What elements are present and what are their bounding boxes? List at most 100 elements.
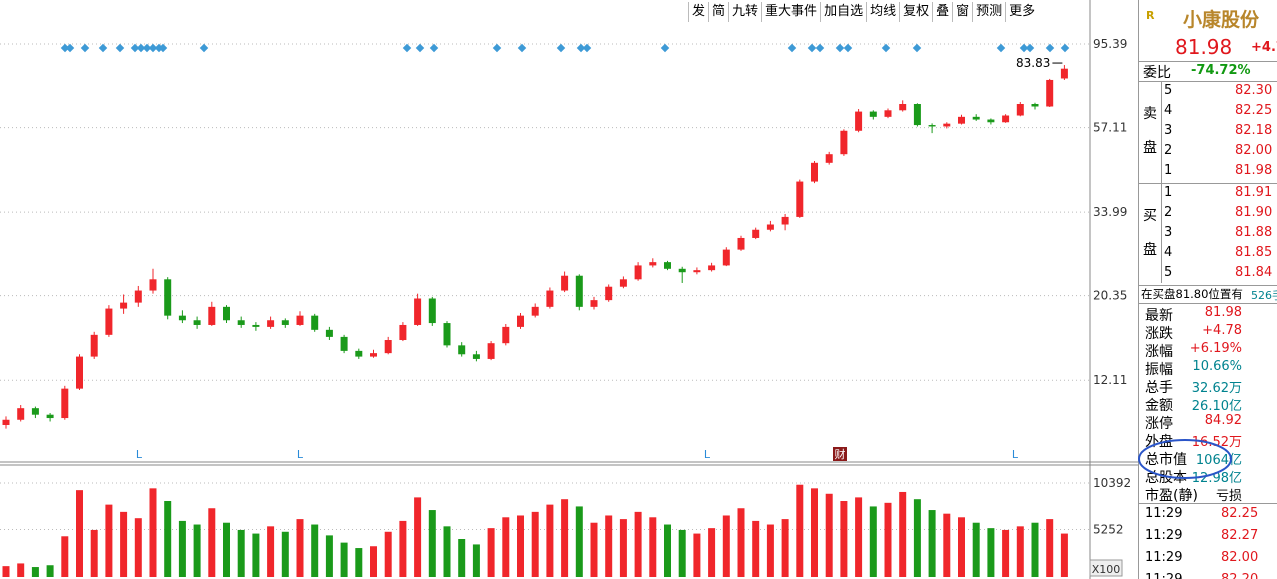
stat-value: 10.66% xyxy=(1192,359,1242,374)
stat-value: 12.98亿 xyxy=(1191,471,1242,486)
volume-bar xyxy=(972,522,980,577)
candle-body xyxy=(575,275,583,307)
volume-bar xyxy=(546,504,554,577)
candle-body xyxy=(267,320,275,327)
last-price: 81.98 xyxy=(1175,35,1233,59)
candle-body xyxy=(458,345,466,355)
volume-bar xyxy=(575,506,583,577)
candle-body xyxy=(796,181,804,217)
volume-bar xyxy=(1016,526,1024,577)
toolbar-button[interactable]: 九转 xyxy=(728,2,761,22)
side-label: 盘 xyxy=(1143,242,1157,258)
volume-bar xyxy=(164,501,172,577)
volume-bar xyxy=(472,544,480,577)
change: +4.78 xyxy=(1251,40,1277,55)
signal-diamond xyxy=(158,43,168,53)
toolbar-button[interactable]: 发 xyxy=(688,2,708,22)
toolbar-button[interactable]: 窗 xyxy=(952,2,972,22)
highlight-ellipse xyxy=(1138,439,1232,479)
candle-body xyxy=(31,408,39,415)
toolbar-button[interactable]: 预测 xyxy=(972,2,1005,22)
logo: R xyxy=(1146,9,1155,22)
volume-bar xyxy=(678,529,686,577)
volume-bar xyxy=(796,484,804,577)
toolbar-button[interactable]: 重大事件 xyxy=(761,2,820,22)
row-divider xyxy=(1139,303,1277,304)
candle-body xyxy=(708,265,716,271)
level: 3 xyxy=(1164,123,1173,138)
volume-bar xyxy=(90,529,98,577)
event-marker: L xyxy=(704,448,711,461)
candle-body xyxy=(502,326,510,344)
volume-bar xyxy=(443,526,451,577)
candle-body xyxy=(825,154,833,163)
volume-bar xyxy=(178,520,186,577)
stat-value: +6.19% xyxy=(1189,341,1242,356)
trade-time: 11:29 xyxy=(1145,528,1183,543)
toolbar-button[interactable]: 复权 xyxy=(899,2,932,22)
volume-bar xyxy=(605,515,613,577)
stat-value: 32.62万 xyxy=(1191,381,1242,396)
candle-body xyxy=(1046,79,1054,107)
signal-diamond xyxy=(65,43,75,53)
level: 2 xyxy=(1164,205,1173,220)
signal-diamond xyxy=(148,43,158,53)
stat-label: 涨跌 xyxy=(1145,326,1173,342)
volume-bar xyxy=(223,522,230,577)
volume-bar xyxy=(928,510,936,577)
volume-bar xyxy=(120,511,128,577)
candle-body xyxy=(678,268,686,273)
toolbar-button[interactable]: 简 xyxy=(708,2,728,22)
candle-body xyxy=(531,306,539,316)
candle-body xyxy=(370,353,377,357)
candle-body xyxy=(120,302,128,309)
trade-price: 82.27 xyxy=(1221,528,1259,543)
volume-bar xyxy=(502,517,510,577)
volume-bar xyxy=(325,535,333,577)
y-tick-label: 57.11 xyxy=(1093,121,1127,135)
candle-body xyxy=(1060,68,1068,79)
signal-diamond xyxy=(60,43,70,53)
candle-body xyxy=(737,237,745,250)
candle-body xyxy=(46,414,54,419)
row-divider xyxy=(1139,285,1277,286)
candle-body xyxy=(928,125,936,127)
candle-body xyxy=(561,275,569,291)
toolbar-button[interactable]: 均线 xyxy=(866,2,899,22)
candle-body xyxy=(149,279,157,291)
volume-bar xyxy=(399,520,407,577)
candle-body xyxy=(487,343,495,359)
y-tick-label: 20.35 xyxy=(1093,289,1127,303)
candle-body xyxy=(105,308,113,335)
candle-body xyxy=(472,354,480,359)
candle-body xyxy=(517,315,524,327)
level-price: 81.98 xyxy=(1235,163,1273,178)
level-price: 82.30 xyxy=(1235,83,1273,98)
candle-body xyxy=(340,336,348,351)
volume-bar xyxy=(943,513,951,577)
candle-body xyxy=(958,116,965,124)
candle-body xyxy=(634,265,642,280)
level-price: 82.25 xyxy=(1235,103,1273,118)
candle-body xyxy=(1002,115,1010,123)
toolbar-button[interactable]: 加自选 xyxy=(820,2,866,22)
candle-body xyxy=(766,224,774,230)
volume-bar xyxy=(414,497,422,577)
toolbar-button[interactable]: 更多 xyxy=(1005,2,1038,22)
volume-bar xyxy=(76,490,83,577)
unit-box xyxy=(1089,559,1123,577)
stat-label: 最新 xyxy=(1145,308,1173,324)
candle-body xyxy=(752,229,760,238)
stat-value: 16.52万 xyxy=(1191,435,1242,450)
toolbar-button[interactable]: 叠 xyxy=(932,2,952,22)
candle-body xyxy=(208,306,216,325)
chart: 12.11 20.35 33.99 57.11 95.39 83.83 L L L L 财 5252 1… xyxy=(0,0,1138,579)
level-price: 82.18 xyxy=(1235,123,1273,138)
candle-body xyxy=(384,340,392,354)
stat-label: 市盈(静) xyxy=(1145,488,1198,504)
side-label: 盘 xyxy=(1143,140,1157,156)
volume-bar xyxy=(708,528,716,577)
candle-body xyxy=(619,279,627,287)
signal-diamond xyxy=(492,43,502,53)
volume-bar xyxy=(296,519,304,577)
